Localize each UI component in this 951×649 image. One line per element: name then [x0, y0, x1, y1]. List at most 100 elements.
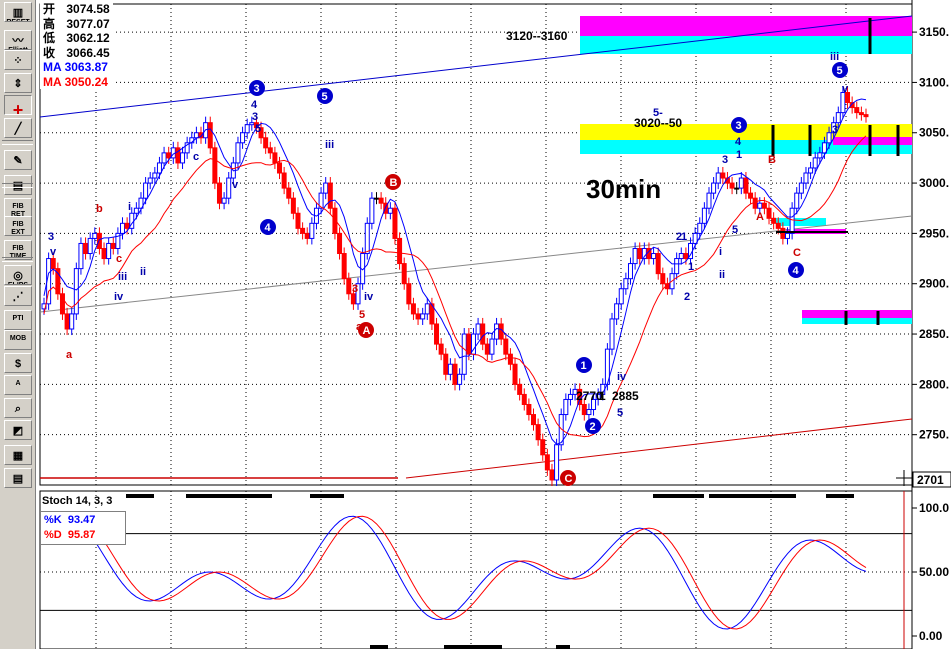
candle-body — [281, 172, 287, 189]
candle-body — [147, 177, 153, 184]
candle-body — [152, 172, 158, 179]
candle-body — [323, 182, 329, 194]
cursor-button[interactable]: ⇕ — [4, 73, 32, 93]
candle-body — [101, 247, 107, 260]
ma-slow-label: MA — [43, 74, 62, 89]
stoch-d-name: %D — [44, 529, 62, 541]
candle-body — [341, 253, 347, 280]
candle-body — [207, 122, 213, 149]
candle-body — [332, 207, 338, 234]
ellipse-icon: ◎ — [13, 270, 23, 282]
candle-body — [350, 293, 356, 305]
candle-body — [175, 147, 181, 164]
candle-body — [387, 207, 393, 214]
drawing-toolbar: ▥RESET 〰Elliott ⁘ ⇕ + ╱ ✎ ▤ FIB RET FIB EXT FIB TI… — [0, 0, 36, 649]
line-button[interactable]: ╱ — [4, 118, 32, 138]
mob-button[interactable]: MOB — [4, 330, 32, 350]
candle-body — [567, 393, 573, 400]
candle-body — [83, 242, 89, 255]
candle-body — [300, 227, 306, 234]
wave-label-blue: 5 — [732, 224, 738, 236]
wave-label-blue: 3 — [722, 154, 728, 166]
candle-body — [457, 373, 463, 385]
zoom-button[interactable]: ⌕ — [4, 398, 32, 418]
candle-body — [392, 207, 398, 239]
candle-body — [812, 157, 818, 169]
chart-canvas[interactable]: 3150. 3100. 3050. 3000. 2950. 2900. 2850. 2800.… — [36, 0, 951, 649]
candle-body — [637, 247, 643, 260]
candle-body — [115, 232, 121, 249]
low-value: 3062.12 — [66, 31, 110, 45]
candle-body — [327, 182, 333, 209]
price-tick-label: 3050. — [919, 126, 949, 140]
candle-body — [697, 222, 703, 234]
candle-body — [531, 414, 537, 426]
elips-button[interactable]: ◎ELIPS — [4, 265, 32, 285]
candle-body — [720, 172, 726, 179]
candle-body — [221, 197, 227, 204]
fib-ret-button[interactable]: FIB RET — [4, 198, 32, 218]
candle-body — [304, 232, 310, 239]
elliott-button[interactable]: 〰Elliott — [4, 30, 32, 50]
candle-body — [549, 469, 555, 481]
bars-icon: ▥ — [12, 7, 24, 19]
toolbar-separator — [2, 140, 33, 145]
eraser-button[interactable]: ◩ — [4, 420, 32, 440]
circled-wave-blue — [788, 262, 804, 278]
candle-body — [614, 303, 620, 320]
fib-ext-button[interactable]: FIB EXT — [4, 216, 32, 236]
candle-body — [438, 343, 444, 355]
price-label-2885: 2885 — [612, 389, 639, 403]
candle-body — [595, 393, 601, 400]
candle-body — [757, 202, 763, 209]
price-tick-label: 2850. — [919, 327, 949, 341]
pti-button[interactable]: PTI — [4, 310, 32, 330]
fan-button[interactable]: ⋰ — [4, 286, 32, 306]
draw-button[interactable]: ⁘ — [4, 50, 32, 70]
wave-label-blue: c — [193, 151, 199, 163]
candle-body — [318, 192, 324, 209]
candle-body — [609, 318, 615, 350]
stoch-tick-label: 0.00 — [919, 629, 943, 643]
candle-body — [794, 192, 800, 209]
candle-body — [701, 207, 707, 224]
grid-button[interactable]: ▦ — [4, 445, 32, 465]
channel-button[interactable]: ▤ — [4, 175, 32, 195]
price-tick-label: 2950. — [919, 226, 949, 240]
candle-body — [789, 207, 795, 234]
candle-body — [267, 147, 273, 154]
candle-body — [660, 273, 666, 285]
ellipse-zone — [776, 218, 826, 226]
dollar-button[interactable]: $ — [4, 353, 32, 373]
candle-body — [540, 439, 546, 456]
candle-body — [775, 222, 781, 229]
stoch-panel — [39, 490, 913, 649]
crosshair-button[interactable]: + — [4, 95, 32, 115]
circled-wave-red-text: A — [363, 325, 371, 337]
reset-button[interactable]: ▥RESET — [4, 2, 32, 22]
open-value: 3074.58 — [66, 2, 110, 16]
fib-time-button[interactable]: FIB TIME — [4, 240, 32, 260]
price-tick-label: 2900. — [919, 277, 949, 291]
candle-body — [120, 222, 126, 234]
text-button[interactable]: A — [4, 375, 32, 395]
candle-body — [378, 197, 384, 204]
chart-title: 30min — [586, 174, 661, 204]
candle-body — [692, 232, 698, 244]
table-button[interactable]: ▤ — [4, 468, 32, 488]
candle-body — [512, 363, 518, 385]
lower-trendline — [405, 418, 913, 479]
elips-button-label: ELIPS — [8, 282, 28, 284]
candle-body — [674, 258, 680, 275]
candle-body — [591, 398, 597, 411]
candle-body — [337, 232, 343, 255]
circled-wave-blue-text: 4 — [265, 222, 272, 234]
candle-body — [655, 253, 661, 275]
candle-body — [817, 152, 823, 159]
candle-body — [494, 323, 500, 340]
candle-body — [784, 232, 790, 239]
circled-wave-blue-text: 1 — [581, 360, 587, 372]
wave-label-red: 3 — [352, 283, 358, 295]
candle-body — [715, 172, 721, 184]
pencil-button[interactable]: ✎ — [4, 150, 32, 170]
